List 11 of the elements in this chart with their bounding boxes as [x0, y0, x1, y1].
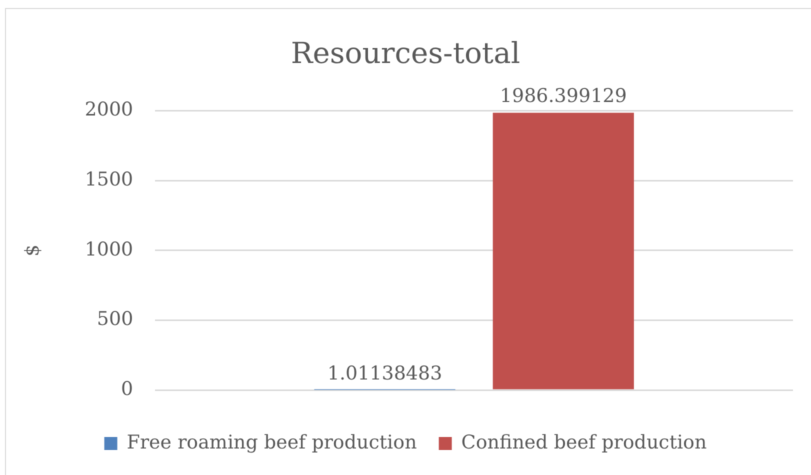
y-tick-label: 500: [96, 308, 134, 330]
data-label: 1986.399129: [500, 85, 627, 108]
data-label: 1.01138483: [327, 362, 442, 384]
y-tick-label: 0: [121, 378, 134, 400]
legend-label: Confined beef production: [461, 431, 707, 454]
legend-label: Free roaming beef production: [126, 431, 417, 454]
y-axis-title: $: [21, 244, 44, 256]
y-tick-label: 1000: [84, 238, 134, 260]
chart-title: Resources-total: [290, 36, 520, 70]
y-tick-label: 1500: [84, 168, 134, 191]
y-tick-label: 2000: [84, 98, 134, 121]
